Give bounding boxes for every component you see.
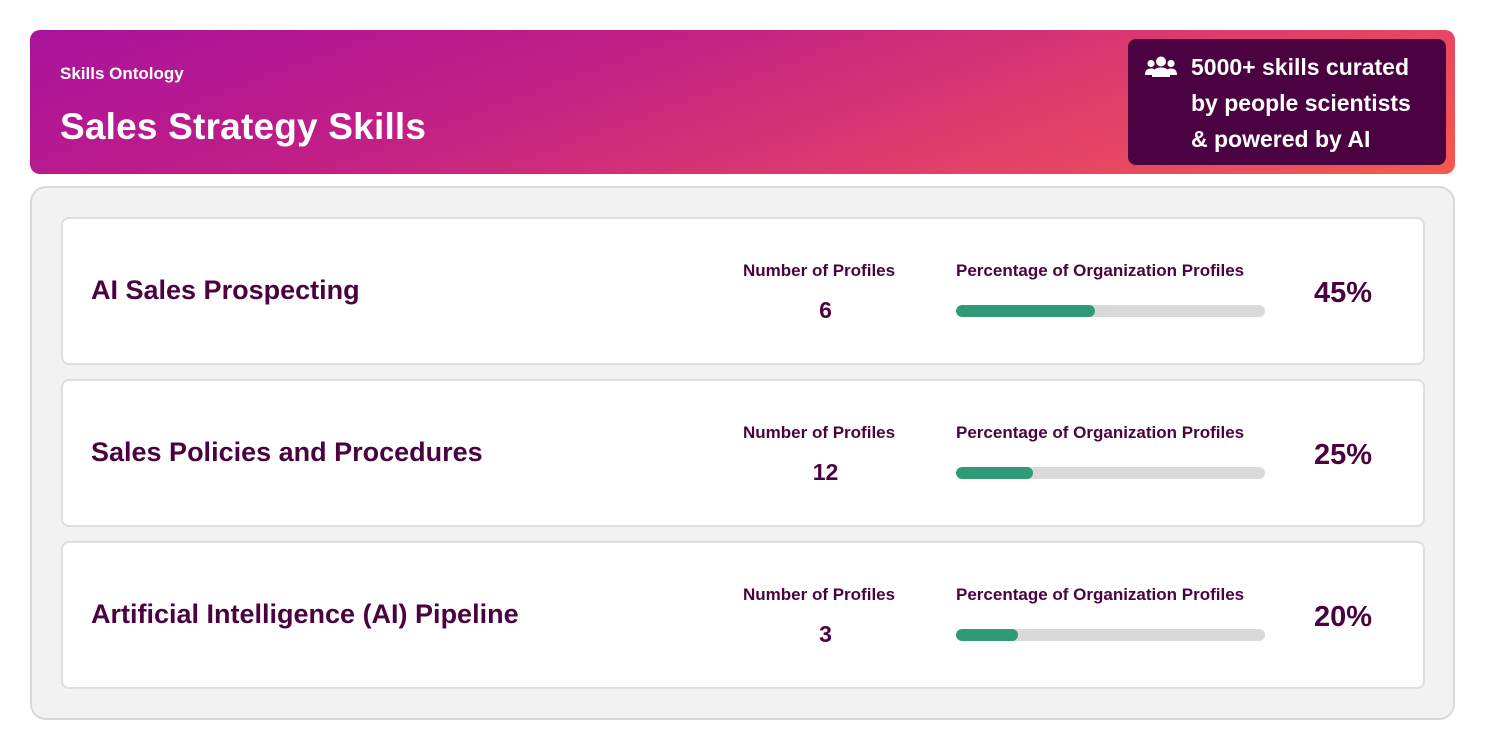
callout-line: 5000+ skills curated <box>1191 54 1410 80</box>
callout-line: by people scientists <box>1191 90 1411 116</box>
profiles-count-value: 3 <box>819 621 832 647</box>
people-group-icon <box>1145 56 1177 77</box>
callout-line: & powered by AI <box>1191 126 1371 152</box>
skills-list-panel: AI Sales Prospecting Number of Profiles … <box>30 186 1455 720</box>
percentage-label: Percentage of Organization Profiles <box>956 585 1245 604</box>
skill-card: Artificial Intelligence (AI) Pipeline Nu… <box>61 541 1425 689</box>
page-title: Sales Strategy Skills <box>60 106 427 147</box>
percentage-bar-track <box>956 629 1265 641</box>
profiles-count-label: Number of Profiles <box>743 261 896 280</box>
callout-text: 5000+ skills curated by people scientist… <box>1191 49 1441 157</box>
skills-callout: 5000+ skills curated by people scientist… <box>1128 39 1446 165</box>
percentage-value: 45% <box>1313 277 1373 309</box>
skill-name: Artificial Intelligence (AI) Pipeline <box>91 599 519 629</box>
percentage-bar-fill <box>956 305 1096 317</box>
percentage-bar-fill <box>956 467 1034 479</box>
percentage-label: Percentage of Organization Profiles <box>956 261 1245 280</box>
percentage-label: Percentage of Organization Profiles <box>956 423 1245 442</box>
percentage-bar-track <box>956 305 1265 317</box>
profiles-count-label: Number of Profiles <box>743 423 896 442</box>
header-banner: Skills Ontology Sales Strategy Skills 50… <box>30 30 1455 174</box>
skill-card: Sales Policies and Procedures Number of … <box>61 379 1425 527</box>
skill-card: AI Sales Prospecting Number of Profiles … <box>61 217 1425 365</box>
profiles-count-value: 6 <box>819 297 832 323</box>
profiles-count-label: Number of Profiles <box>743 585 896 604</box>
skill-name: Sales Policies and Procedures <box>91 437 483 467</box>
profiles-count-value: 12 <box>812 459 839 485</box>
percentage-value: 20% <box>1313 601 1373 633</box>
percentage-value: 25% <box>1313 439 1373 471</box>
header-eyebrow: Skills Ontology <box>60 64 184 83</box>
percentage-bar-track <box>956 467 1265 479</box>
skill-name: AI Sales Prospecting <box>91 275 360 305</box>
percentage-bar-fill <box>956 629 1018 641</box>
